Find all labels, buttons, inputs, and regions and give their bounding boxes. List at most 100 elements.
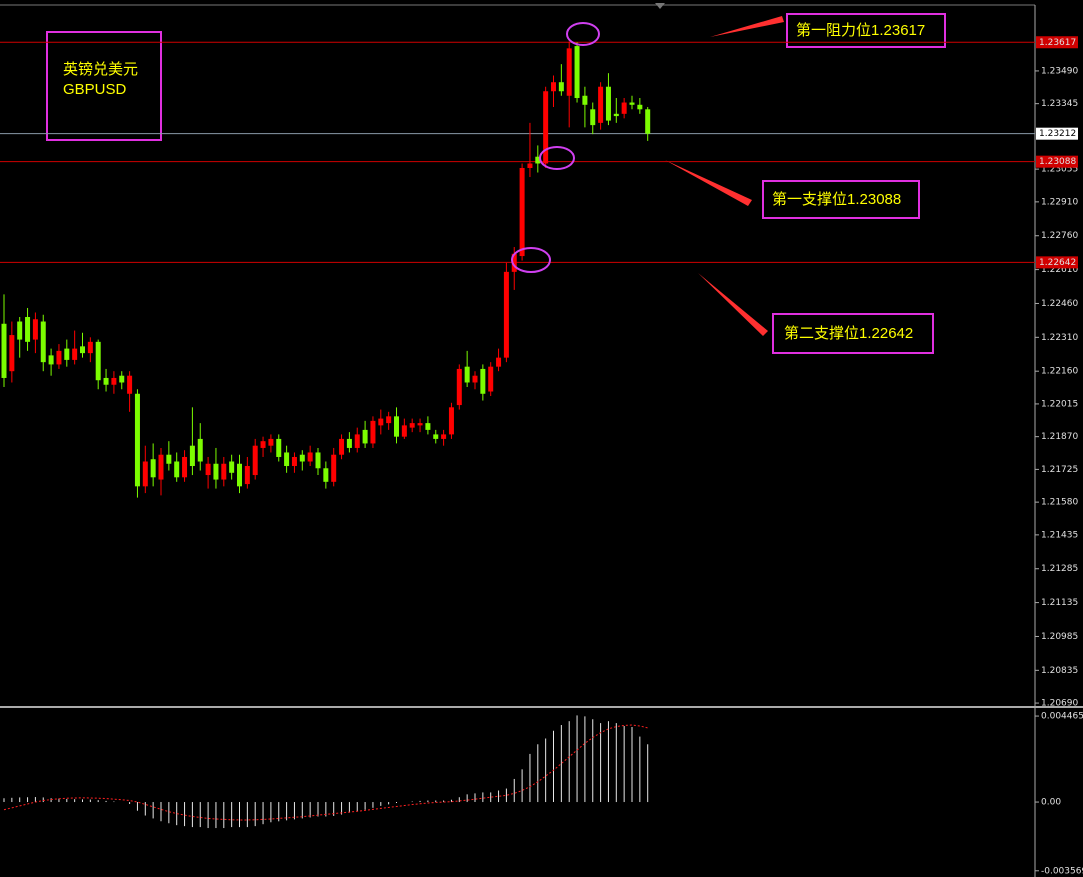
- candle-body: [417, 423, 423, 426]
- title-box: [46, 31, 162, 141]
- y-tick-label: -0.003569: [1041, 866, 1083, 876]
- y-tick-label: 1.22610: [1041, 265, 1078, 275]
- candle-body: [378, 418, 384, 426]
- y-tick-label: 1.21285: [1041, 564, 1078, 574]
- candle-body: [472, 375, 478, 383]
- candle-body: [134, 393, 140, 487]
- y-tick-label: 1.20985: [1041, 632, 1078, 642]
- candle-body: [56, 350, 62, 365]
- candle-body: [370, 420, 376, 444]
- candle-body: [558, 82, 564, 92]
- candle-body: [527, 163, 533, 169]
- candle-body: [621, 102, 627, 114]
- y-tick-label: 1.21725: [1041, 465, 1078, 475]
- arrow: [665, 160, 752, 206]
- candle-body: [299, 454, 305, 462]
- candle-body: [346, 438, 352, 448]
- highlight-circle: [511, 247, 551, 273]
- arrow: [710, 16, 784, 37]
- candle-body: [456, 368, 462, 406]
- candle-body: [511, 253, 517, 272]
- y-tick-label: 1.23345: [1041, 99, 1078, 109]
- annotation: 第一支撑位1.23088: [772, 190, 901, 208]
- candle-body: [64, 348, 70, 360]
- chart-title: 英镑兑美元: [63, 60, 138, 78]
- annotation: 第一阻力位1.23617: [796, 21, 925, 39]
- candle-body: [409, 423, 415, 428]
- candle-body: [503, 271, 509, 358]
- candle-body: [323, 468, 329, 482]
- candle-body: [237, 463, 242, 487]
- candle-body: [488, 366, 494, 392]
- level-tag-label: 1.23088: [1039, 157, 1076, 167]
- y-tick-label: 0.00: [1041, 798, 1061, 808]
- candle-body: [189, 445, 195, 467]
- candle-body: [441, 434, 447, 439]
- candle-body: [119, 375, 125, 383]
- current-price-label: 1.23212: [1039, 129, 1076, 139]
- highlight-circle: [566, 22, 600, 46]
- y-tick-label: 1.21135: [1041, 598, 1078, 608]
- candle-body: [291, 456, 297, 467]
- candle-body: [127, 375, 133, 394]
- signal-line: [3, 724, 648, 821]
- candle-body: [590, 109, 596, 126]
- candle-body: [32, 319, 38, 340]
- candle-body: [40, 321, 46, 363]
- candle-body: [244, 466, 250, 485]
- annotation-box: [772, 313, 934, 354]
- candle-body: [629, 102, 635, 105]
- candle-body: [284, 452, 290, 467]
- candle-body: [613, 113, 619, 117]
- y-tick-label: 1.23490: [1041, 66, 1078, 76]
- candle-body: [362, 429, 368, 444]
- candle-body: [80, 346, 85, 354]
- candle-body: [535, 156, 541, 164]
- y-tick-label: 1.21435: [1041, 530, 1078, 540]
- candle-body: [174, 461, 180, 478]
- candle-body: [268, 438, 274, 446]
- candle-body: [566, 48, 572, 96]
- y-tick-label: 1.20835: [1041, 666, 1078, 676]
- annotation-box: [786, 13, 946, 48]
- y-tick-label: 1.22460: [1041, 299, 1078, 309]
- candle-body: [605, 86, 611, 121]
- candle-body: [1, 323, 7, 378]
- candle-body: [480, 368, 486, 394]
- y-tick-label: 1.21870: [1041, 432, 1078, 442]
- current-price-tag: [1036, 127, 1078, 140]
- y-tick-label: 1.20690: [1041, 699, 1078, 709]
- candle-body: [229, 461, 235, 473]
- y-tick-label: 1.22160: [1041, 367, 1078, 377]
- candle-body: [87, 341, 93, 354]
- candle-body: [197, 438, 203, 462]
- level-tag: [1036, 155, 1078, 168]
- candle-body: [331, 454, 337, 482]
- candle-body: [551, 82, 556, 92]
- y-tick-label: 1.22015: [1041, 399, 1078, 409]
- candle-body: [182, 456, 188, 478]
- candle-body: [72, 348, 78, 360]
- candle-body: [519, 168, 525, 257]
- candle-body: [95, 341, 101, 381]
- candle-body: [598, 86, 604, 123]
- candle-body: [433, 434, 439, 439]
- y-tick-label: 1.23055: [1041, 165, 1078, 175]
- candle-body: [142, 461, 148, 487]
- candle-body: [645, 109, 651, 134]
- candle-body: [103, 377, 109, 385]
- annotation-box: [762, 180, 920, 219]
- candle-body: [205, 463, 211, 476]
- candle-body: [496, 357, 502, 367]
- candle-body: [307, 452, 313, 462]
- candle-body: [252, 445, 258, 476]
- y-tick-label: 1.22760: [1041, 231, 1078, 241]
- level-tag-label: 1.22642: [1039, 258, 1076, 268]
- candle-body: [543, 91, 549, 164]
- candle-body: [394, 416, 399, 437]
- candle-body: [166, 454, 172, 464]
- candle-body: [25, 317, 31, 342]
